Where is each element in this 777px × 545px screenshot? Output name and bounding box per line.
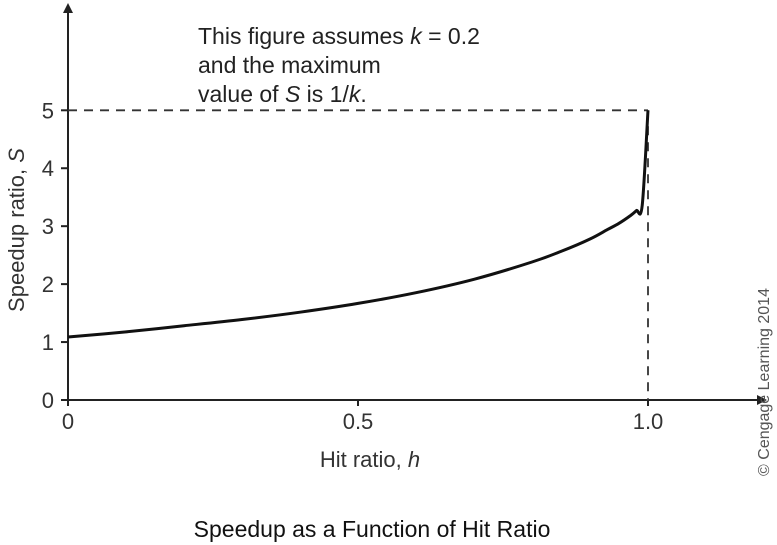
copyright-credit: © Cengage Learning 2014 [756, 288, 773, 476]
x-tick-label: 0 [62, 409, 74, 434]
y-tick-label: 5 [42, 98, 54, 123]
x-tick-label: 0.5 [343, 409, 374, 434]
svg-text:value of S is 1/k.: value of S is 1/k. [198, 81, 367, 107]
speedup-curve [67, 110, 650, 339]
y-tick-label: 3 [42, 214, 54, 239]
assumption-note: This figure assumes k = 0.2 and the maxi… [198, 23, 480, 107]
svg-text:and the maximum: and the maximum [198, 52, 381, 78]
y-tick-label: 4 [42, 156, 54, 181]
svg-text:This figure assumes k = 0.2: This figure assumes k = 0.2 [198, 23, 480, 49]
y-tick-label: 0 [42, 388, 54, 413]
y-axis-label: Speedup ratio, S [4, 148, 29, 312]
y-tick-label: 1 [42, 330, 54, 355]
y-tick-labels: 0 1 2 3 4 5 [42, 98, 68, 413]
x-axis-label: Hit ratio, h [320, 447, 420, 472]
figure-caption: Speedup as a Function of Hit Ratio [194, 516, 551, 542]
y-tick-label: 2 [42, 272, 54, 297]
x-tick-label: 1.0 [633, 409, 664, 434]
x-tick-labels: 0 0.5 1.0 [62, 400, 663, 434]
